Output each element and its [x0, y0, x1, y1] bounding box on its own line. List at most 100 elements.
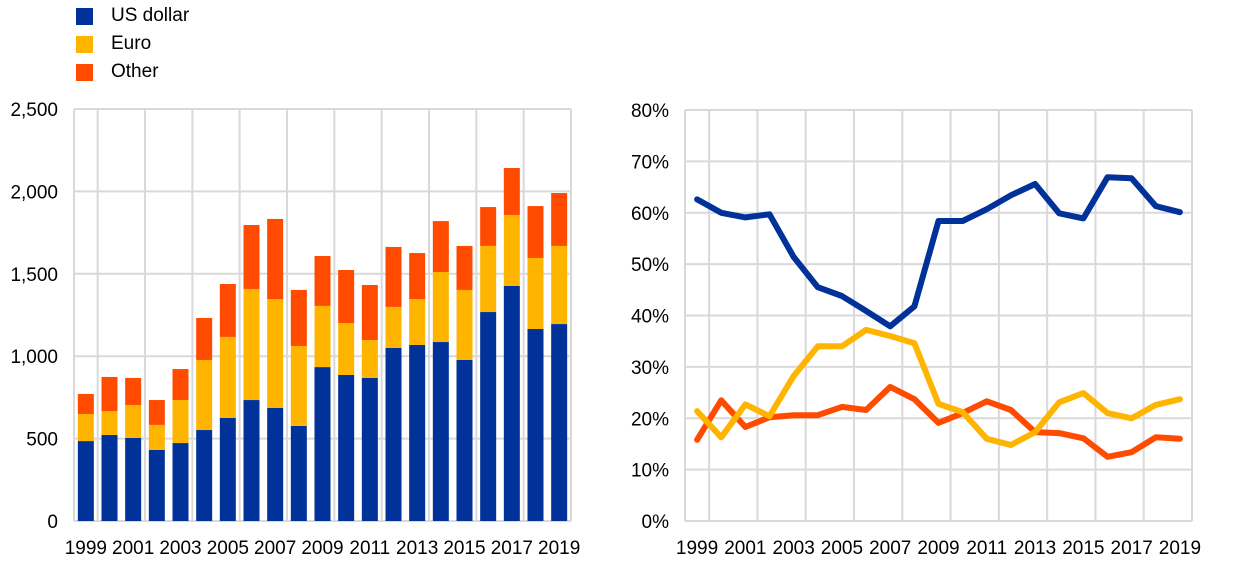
bar-euro-2017	[503, 214, 520, 286]
y-tick-label: 0	[47, 512, 58, 533]
bar-other-2004	[196, 317, 213, 360]
x-tick-label: 2003	[159, 538, 201, 559]
bar-us-dollar-2008	[290, 425, 307, 521]
x-tick-label: 2015	[1062, 538, 1104, 559]
bar-us-dollar-2016	[480, 312, 497, 521]
bar-other-2018	[527, 206, 544, 258]
x-tick-label: 1999	[676, 538, 718, 559]
bar-us-dollar-2006	[243, 400, 260, 521]
bar-euro-2016	[480, 245, 497, 313]
x-tick-label: 2003	[773, 538, 815, 559]
bar-chart-amounts: 0 500 1,000 1,500 2,000 2,500 1999 2001 2003 2005…	[10, 100, 580, 559]
bar-us-dollar-1999	[77, 441, 94, 521]
x-tick-label: 2001	[724, 538, 766, 559]
bar-euro-2006	[243, 288, 260, 401]
bar-us-dollar-2003	[172, 443, 189, 521]
bar-other-1999	[77, 393, 94, 415]
y-tick-label: 80%	[631, 101, 669, 122]
legend-label: Other	[111, 61, 159, 82]
bar-us-dollar-2005	[219, 418, 236, 521]
x-tick-label: 2019	[1159, 538, 1201, 559]
bar-euro-2015	[456, 289, 473, 360]
bar-other-2008	[290, 289, 307, 346]
x-tick-label: 2013	[396, 538, 438, 559]
bar-euro-2003	[172, 400, 189, 444]
y-tick-label: 0%	[642, 512, 670, 533]
bar-other-2013	[409, 253, 426, 300]
x-tick-label: 2005	[207, 538, 249, 559]
bar-other-2009	[314, 256, 331, 306]
bar-euro-2004	[196, 359, 213, 431]
bar-us-dollar-2012	[385, 347, 402, 521]
bar-us-dollar-2004	[196, 430, 213, 521]
bar-euro-2018	[527, 257, 544, 330]
x-tick-label: 2017	[1111, 538, 1153, 559]
bar-other-2015	[456, 245, 473, 290]
bar-other-2001	[125, 377, 142, 405]
bar-us-dollar-2002	[148, 449, 165, 521]
bar-other-2003	[172, 369, 189, 401]
bar-euro-2013	[409, 299, 426, 345]
bar-us-dollar-2001	[125, 437, 142, 521]
x-tick-label: 2009	[917, 538, 959, 559]
line-chart-shares: 0% 10% 20% 30% 40% 50% 60% 70% 80% 1999 2001 2003 20…	[631, 101, 1201, 559]
bar-euro-2001	[125, 404, 142, 438]
bar-euro-2000	[101, 411, 118, 435]
line-series-us-dollar	[694, 174, 1183, 330]
bar-other-2017	[503, 167, 520, 215]
bar-other-2000	[101, 376, 118, 412]
bar-other-2005	[219, 284, 236, 337]
legend: US dollar Euro Other	[76, 2, 189, 86]
x-tick-label: 2011	[966, 538, 1007, 559]
bar-euro-2019	[551, 245, 568, 325]
bar-euro-2014	[432, 271, 449, 343]
bar-other-2007	[267, 218, 284, 300]
bar-other-2002	[148, 400, 165, 425]
bar-us-dollar-2011	[361, 377, 378, 521]
x-tick-label: 2005	[821, 538, 863, 559]
legend-label: Euro	[111, 33, 152, 54]
y-tick-label: 50%	[631, 255, 669, 276]
bar-us-dollar-2017	[503, 285, 520, 521]
x-tick-label: 1999	[65, 538, 107, 559]
bar-us-dollar-2014	[432, 342, 449, 521]
bar-euro-2009	[314, 305, 331, 368]
bar-euro-2010	[338, 323, 355, 375]
bar-other-2010	[338, 270, 355, 324]
bar-euro-2007	[267, 299, 284, 408]
x-tick-label: 2007	[254, 538, 296, 559]
x-tick-label: 2009	[301, 538, 343, 559]
x-tick-label: 2011	[349, 538, 390, 559]
line-series-other	[694, 383, 1183, 460]
line-series-euro	[694, 326, 1183, 448]
y-tick-label: 1,500	[10, 265, 58, 286]
x-tick-label: 2007	[869, 538, 911, 559]
y-tick-label: 20%	[631, 409, 669, 430]
legend-item-euro: Euro	[76, 30, 189, 58]
bar-euro-2012	[385, 306, 402, 348]
legend-swatch-euro	[76, 35, 93, 53]
bar-us-dollar-2015	[456, 359, 473, 521]
y-tick-label: 2,500	[10, 100, 58, 121]
x-tick-label: 2001	[112, 538, 154, 559]
y-tick-label: 500	[26, 430, 58, 451]
bar-us-dollar-2009	[314, 367, 331, 521]
x-tick-label: 2017	[491, 538, 533, 559]
bar-euro-2005	[219, 336, 236, 418]
bar-us-dollar-2019	[551, 324, 568, 521]
bar-euro-2008	[290, 345, 307, 426]
y-tick-label: 40%	[631, 307, 669, 328]
bar-other-2014	[432, 221, 449, 272]
bar-us-dollar-2007	[267, 407, 284, 521]
x-tick-label: 2015	[443, 538, 485, 559]
bar-euro-1999	[77, 414, 94, 442]
legend-swatch-us-dollar	[76, 7, 93, 25]
legend-item-other: Other	[76, 58, 189, 86]
y-tick-label: 60%	[631, 204, 669, 225]
bar-euro-2002	[148, 424, 165, 450]
legend-item-us-dollar: US dollar	[76, 2, 189, 30]
y-tick-label: 10%	[631, 461, 669, 482]
bar-us-dollar-2018	[527, 329, 544, 521]
x-tick-label: 2013	[1014, 538, 1056, 559]
